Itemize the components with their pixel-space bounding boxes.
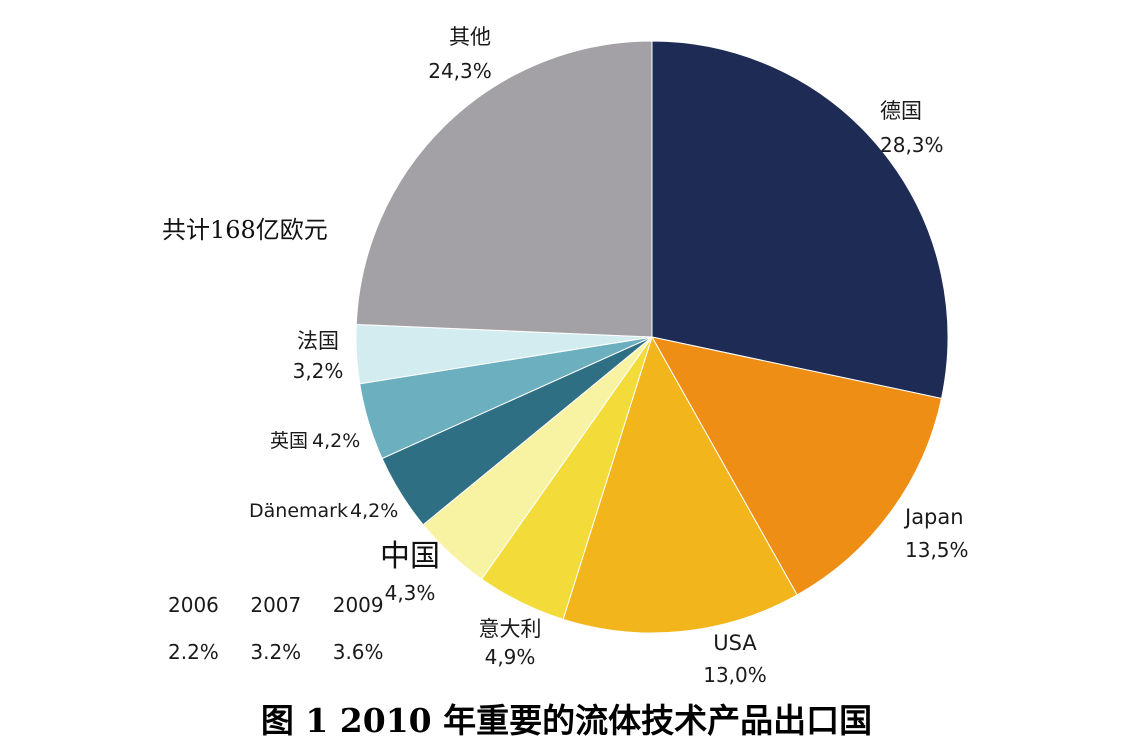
slice-label-japan: Japan (903, 505, 964, 529)
slice-label-usa: USA (713, 631, 757, 655)
slice-value-italy: 4,9% (485, 645, 536, 669)
china-year: 2009 (332, 593, 384, 617)
pie-slice-germany (651, 40, 949, 400)
slice-label-china: 中国 (380, 539, 440, 574)
china-year: 2006 (168, 593, 219, 617)
slice-value-china: 4,3% (385, 581, 436, 605)
slice-value-japan: 13,5% (905, 538, 969, 562)
china-share: 3.2% (250, 640, 302, 664)
china-year: 2007 (250, 593, 302, 617)
slice-value-other: 24,3% (428, 59, 492, 83)
pie-slice-japan (651, 336, 943, 596)
china-share: 3.6% (332, 640, 384, 664)
total-annotation: 共计168亿欧元 (162, 216, 328, 244)
slice-label-uk: 英国 (270, 430, 308, 452)
slice-label-other: 其他 (449, 25, 491, 49)
pie-slice-other (355, 40, 653, 338)
slice-label-france: 法国 (297, 329, 339, 353)
china-years-row: 2006 2007 2009 (168, 593, 403, 617)
slice-label-germany: 德国 (880, 99, 922, 123)
slice-value-france: 3,2% (293, 359, 344, 383)
slice-label-denmark: Dänemark (249, 500, 348, 522)
slice-value-denmark: 4,2% (350, 500, 398, 522)
slice-value-uk: 4,2% (312, 430, 360, 452)
slice-value-usa: 13,0% (703, 663, 767, 687)
china-shares-row: 2.2% 3.2% 3.6% (168, 640, 403, 664)
pie-chart: 德国 28,3% Japan 13,5% USA 13,0% 意大利 4,9% 中国 4,3% Dä… (249, 25, 969, 687)
china-share: 2.2% (168, 640, 219, 664)
pie-slice-usa (562, 335, 798, 634)
slice-label-italy: 意大利 (479, 617, 542, 641)
slice-value-germany: 28,3% (880, 133, 944, 157)
figure-caption: 图 1 2010 年重要的流体技术产品出口国 (260, 701, 873, 740)
